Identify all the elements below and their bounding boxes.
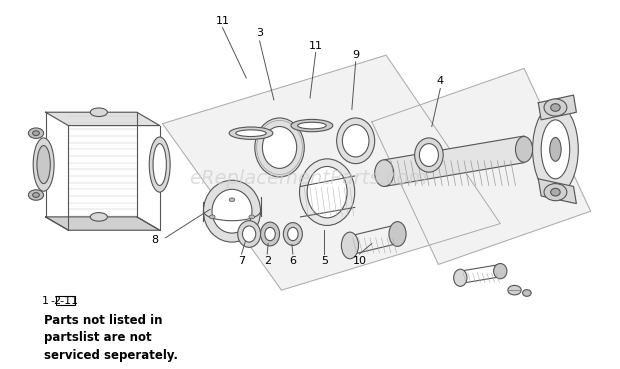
Ellipse shape — [210, 215, 215, 219]
Text: 2-11: 2-11 — [53, 296, 78, 306]
Ellipse shape — [523, 290, 531, 296]
Polygon shape — [384, 136, 524, 186]
Ellipse shape — [29, 190, 43, 200]
Ellipse shape — [29, 128, 43, 138]
Ellipse shape — [307, 166, 347, 218]
Ellipse shape — [342, 125, 369, 157]
Ellipse shape — [298, 122, 326, 129]
Ellipse shape — [149, 137, 170, 192]
Ellipse shape — [203, 180, 260, 242]
Ellipse shape — [337, 118, 374, 163]
Ellipse shape — [255, 118, 304, 177]
Ellipse shape — [544, 99, 567, 116]
Ellipse shape — [33, 193, 39, 197]
Text: -: - — [50, 296, 54, 306]
Ellipse shape — [533, 104, 578, 194]
Ellipse shape — [237, 221, 260, 247]
Bar — [56, 296, 75, 306]
Ellipse shape — [91, 213, 107, 221]
Ellipse shape — [415, 138, 443, 172]
Ellipse shape — [265, 227, 275, 241]
Polygon shape — [538, 179, 577, 204]
Ellipse shape — [91, 108, 107, 117]
Text: Parts not listed in
partslist are not
serviced seperately.: Parts not listed in partslist are not se… — [43, 314, 178, 362]
Ellipse shape — [236, 130, 266, 137]
Text: 8: 8 — [151, 235, 159, 245]
Ellipse shape — [515, 137, 533, 162]
Ellipse shape — [419, 144, 438, 166]
Ellipse shape — [389, 222, 406, 246]
Polygon shape — [372, 69, 591, 265]
Text: 7: 7 — [238, 256, 245, 266]
Ellipse shape — [551, 104, 560, 111]
Text: 5: 5 — [321, 256, 328, 266]
Ellipse shape — [508, 285, 521, 295]
Ellipse shape — [544, 184, 567, 201]
Text: 6: 6 — [290, 256, 296, 266]
Text: 4: 4 — [436, 76, 444, 86]
Ellipse shape — [541, 120, 570, 179]
Ellipse shape — [288, 227, 298, 241]
Ellipse shape — [229, 198, 235, 202]
Text: 2: 2 — [264, 256, 271, 266]
Ellipse shape — [494, 263, 507, 279]
Ellipse shape — [249, 215, 255, 219]
Ellipse shape — [260, 222, 280, 246]
Ellipse shape — [33, 138, 54, 191]
Text: 10: 10 — [352, 256, 366, 266]
Text: 9: 9 — [352, 50, 359, 60]
Text: 3: 3 — [256, 28, 263, 38]
Polygon shape — [538, 95, 577, 120]
Ellipse shape — [283, 223, 303, 245]
Ellipse shape — [153, 144, 166, 186]
Ellipse shape — [262, 127, 297, 168]
Ellipse shape — [242, 226, 256, 242]
Ellipse shape — [374, 160, 394, 186]
Ellipse shape — [291, 120, 333, 132]
Polygon shape — [45, 217, 160, 230]
Ellipse shape — [37, 145, 50, 184]
Polygon shape — [45, 112, 160, 125]
Text: 11: 11 — [216, 16, 229, 26]
Ellipse shape — [342, 232, 358, 259]
Ellipse shape — [454, 269, 467, 286]
Ellipse shape — [551, 188, 560, 196]
Ellipse shape — [299, 159, 355, 225]
Text: 1: 1 — [42, 296, 49, 306]
Ellipse shape — [212, 189, 252, 233]
Text: 11: 11 — [309, 41, 322, 51]
Ellipse shape — [229, 127, 273, 139]
Ellipse shape — [550, 138, 561, 161]
Ellipse shape — [33, 131, 39, 135]
Text: eReplacementParts.com: eReplacementParts.com — [189, 169, 427, 188]
Polygon shape — [162, 55, 500, 290]
